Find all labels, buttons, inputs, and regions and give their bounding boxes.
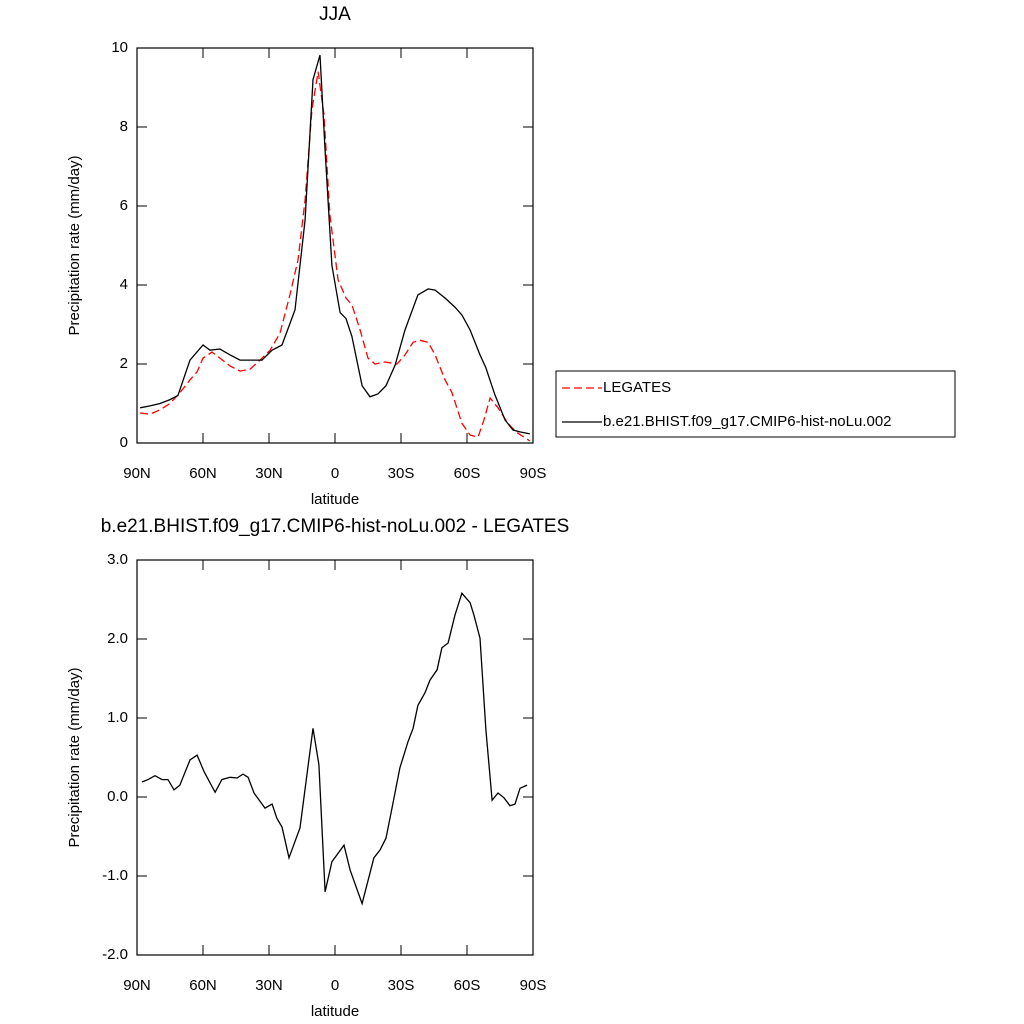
data-line <box>141 591 528 906</box>
x-tick-label: 0 <box>331 465 339 482</box>
plot-frame <box>136 47 534 444</box>
x-axis-label: latitude <box>311 491 359 508</box>
y-tick-label: 10 <box>111 39 128 56</box>
y-tick-label: 0 <box>120 434 128 451</box>
data-line <box>140 71 531 442</box>
x-tick-label: 60N <box>189 465 217 482</box>
x-tick-label: 90S <box>520 977 547 994</box>
y-tick-label: 1.0 <box>107 709 128 726</box>
y-tick-label: 4 <box>120 276 128 293</box>
x-axis-label: latitude <box>311 1003 359 1020</box>
x-tick-label: 30S <box>388 465 415 482</box>
y-tick-label: 3.0 <box>107 551 128 568</box>
y-tick-label: -2.0 <box>102 946 128 963</box>
y-tick-label: 2 <box>120 355 128 372</box>
x-tick-label: 30N <box>255 465 283 482</box>
x-tick-label: 30S <box>388 977 415 994</box>
y-axis-label: Precipitation rate (mm/day) <box>66 667 83 847</box>
x-tick-label: 90N <box>123 465 151 482</box>
plot-frame <box>136 559 534 956</box>
y-tick-label: 2.0 <box>107 630 128 647</box>
legend-label: b.e21.BHIST.f09_g17.CMIP6-hist-noLu.002 <box>603 413 892 430</box>
x-tick-label: 30N <box>255 977 283 994</box>
x-tick-label: 0 <box>331 977 339 994</box>
chart-title: JJA <box>319 4 351 25</box>
x-tick-label: 90S <box>520 465 547 482</box>
x-tick-label: 90N <box>123 977 151 994</box>
y-tick-label: 0.0 <box>107 788 128 805</box>
y-tick-label: 8 <box>120 118 128 135</box>
y-tick-label: -1.0 <box>102 867 128 884</box>
data-line <box>139 54 531 435</box>
y-axis-label: Precipitation rate (mm/day) <box>66 155 83 335</box>
x-tick-label: 60S <box>454 977 481 994</box>
legend-label: LEGATES <box>603 379 671 396</box>
x-tick-label: 60S <box>454 465 481 482</box>
chart-title: b.e21.BHIST.f09_g17.CMIP6-hist-noLu.002 … <box>101 516 570 537</box>
x-tick-label: 60N <box>189 977 217 994</box>
y-tick-label: 6 <box>120 197 128 214</box>
legend-box <box>555 370 956 438</box>
